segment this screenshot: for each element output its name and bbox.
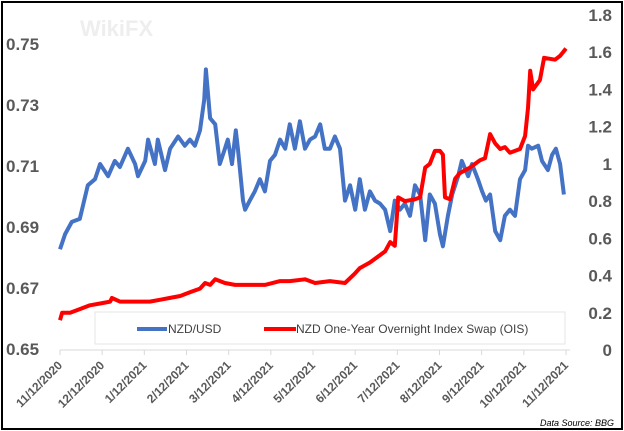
y-left-tick-label: 0.73 xyxy=(6,96,39,115)
y-right-tick-label: 1.4 xyxy=(588,80,612,99)
watermark: WikiFX xyxy=(80,16,153,41)
x-tick-label: 7/12/2021 xyxy=(355,358,403,406)
y-left-tick-label: 0.65 xyxy=(6,340,39,359)
y-right-tick-label: 0.6 xyxy=(588,229,612,248)
x-tick-label: 4/12/2021 xyxy=(228,358,276,406)
y-right-tick-label: 0.2 xyxy=(588,304,612,323)
y-left-tick-label: 0.69 xyxy=(6,218,39,237)
y-right-tick-label: 0.8 xyxy=(588,192,612,211)
y-right-tick-label: 1.6 xyxy=(588,43,612,62)
y-left-tick-label: 0.75 xyxy=(6,35,39,54)
x-tick-label: 1/12/2021 xyxy=(102,358,150,406)
x-tick-label: 5/12/2021 xyxy=(270,358,318,406)
x-tick-label: 11/12/2021 xyxy=(519,358,571,410)
ois-series-line xyxy=(58,47,568,321)
legend-label-nzdusd: NZD/USD xyxy=(168,322,222,336)
y-right-tick-label: 1.8 xyxy=(588,6,612,25)
y-right-tick-label: 1 xyxy=(603,155,612,174)
y-left-tick-label: 0.71 xyxy=(6,157,39,176)
y-left-tick-label: 0.67 xyxy=(6,279,39,298)
legend-label-ois: NZD One-Year Overnight Index Swap (OIS) xyxy=(296,322,528,336)
x-tick-label: 8/12/2021 xyxy=(397,358,445,406)
y-right-tick-label: 0.4 xyxy=(588,267,612,286)
x-tick-label: 3/12/2021 xyxy=(186,358,234,406)
data-source-note: Data Source: BBG xyxy=(540,418,614,428)
x-tick-label: 2/12/2021 xyxy=(144,358,192,406)
y-right-tick-label: 1.2 xyxy=(588,118,612,137)
x-tick-label: 6/12/2021 xyxy=(313,358,361,406)
legend: NZD/USD NZD One-Year Overnight Index Swa… xyxy=(94,311,566,345)
nzdusd-series-line xyxy=(58,67,566,250)
legend-box xyxy=(94,311,566,345)
y-right-tick-label: 0 xyxy=(603,341,612,360)
